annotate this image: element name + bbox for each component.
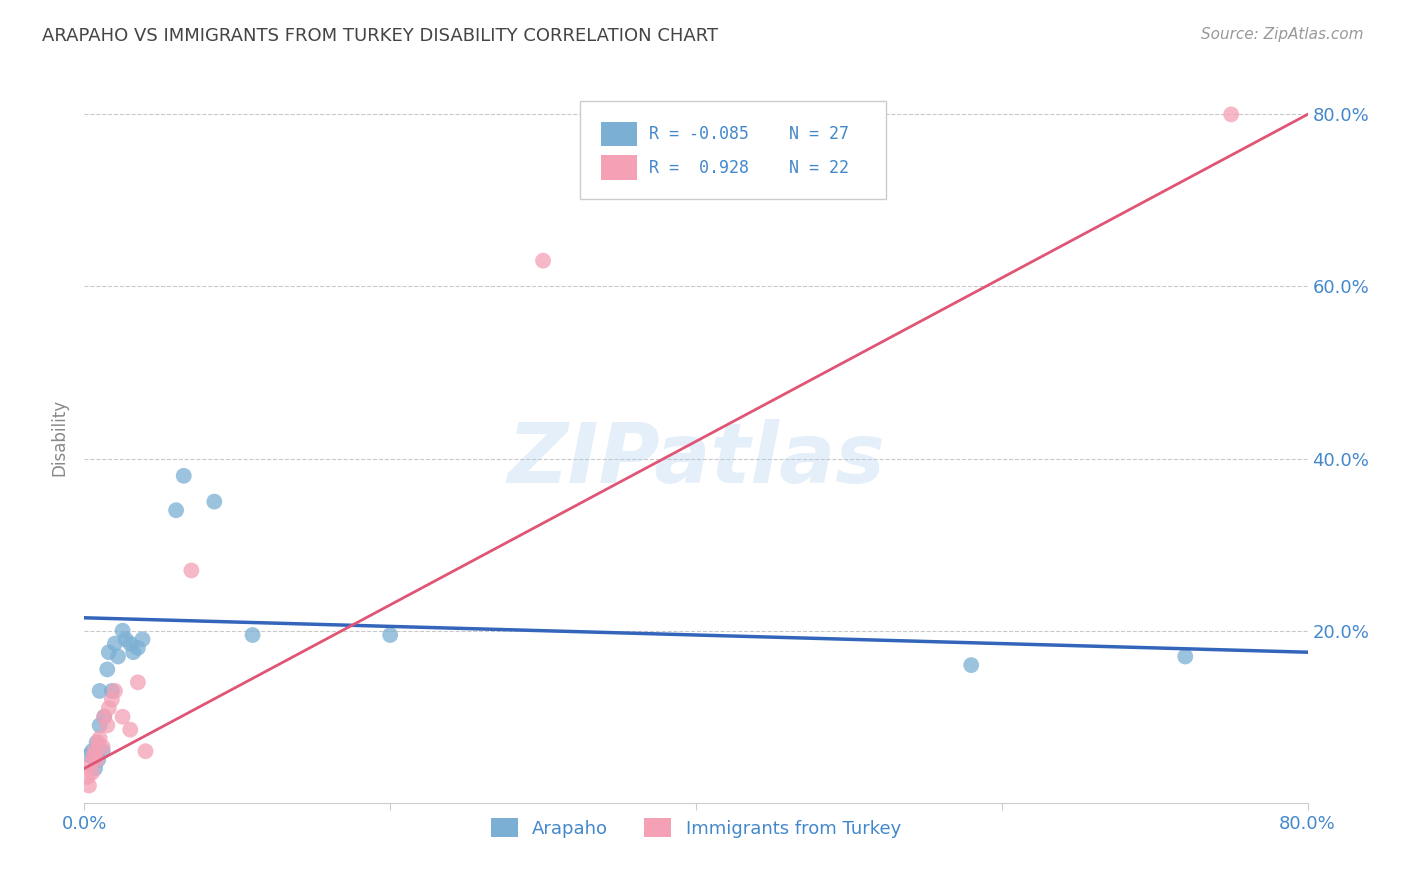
Point (380, 628, 402, 642)
Point (135, 744, 157, 758)
Text: ARAPAHO VS IMMIGRANTS FROM TURKEY DISABILITY CORRELATION CHART: ARAPAHO VS IMMIGRANTS FROM TURKEY DISABI… (42, 27, 718, 45)
Point (131, 632, 153, 647)
Point (101, 684, 124, 698)
Point (122, 645, 145, 659)
Point (86, 753, 108, 767)
Point (96, 718, 118, 732)
Bar (600, 122, 637, 146)
Text: Source: ZipAtlas.com: Source: ZipAtlas.com (1201, 27, 1364, 42)
Y-axis label: Disability: Disability (51, 399, 69, 475)
Point (107, 649, 129, 664)
Point (104, 637, 127, 651)
Point (87, 735, 110, 749)
Point (165, 503, 187, 517)
Point (111, 624, 134, 638)
Point (242, 628, 264, 642)
Point (89, 684, 111, 698)
Point (104, 684, 127, 698)
FancyBboxPatch shape (579, 101, 886, 200)
Point (91, 744, 114, 758)
Point (93, 710, 115, 724)
Point (96, 662, 118, 676)
Point (79, 757, 101, 772)
Point (86, 735, 108, 749)
Point (1174, 649, 1197, 664)
Text: R = -0.085    N = 27: R = -0.085 N = 27 (650, 125, 849, 143)
Point (80, 744, 103, 758)
Point (111, 710, 134, 724)
Point (101, 692, 124, 706)
Point (531, 253, 554, 268)
Text: ZIPatlas: ZIPatlas (508, 418, 884, 500)
Point (76, 770, 98, 784)
Point (83, 748, 105, 763)
Point (120, 637, 142, 651)
Point (114, 632, 136, 647)
Point (89, 718, 111, 732)
Point (127, 640, 149, 655)
Point (180, 564, 202, 578)
Text: R =  0.928    N = 22: R = 0.928 N = 22 (650, 159, 849, 177)
Point (89, 731, 111, 746)
Legend: Arapaho, Immigrants from Turkey: Arapaho, Immigrants from Turkey (484, 811, 908, 845)
Point (84, 761, 107, 775)
Point (91, 739, 114, 754)
Bar (600, 155, 637, 179)
Point (127, 675, 149, 690)
Point (84, 744, 107, 758)
Point (1220, 107, 1243, 121)
Point (202, 494, 225, 508)
Point (87, 753, 110, 767)
Point (960, 658, 983, 673)
Point (77, 748, 100, 763)
Point (77, 779, 100, 793)
Point (120, 723, 142, 737)
Point (93, 710, 115, 724)
Point (97, 701, 120, 715)
Point (173, 468, 195, 483)
Point (97, 645, 120, 659)
Point (80, 765, 103, 780)
